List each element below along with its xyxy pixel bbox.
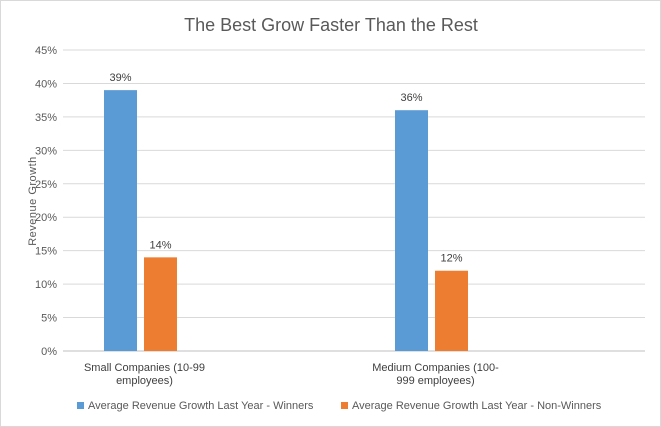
y-axis-ticks: 0% 5% 10% 15% 20% 25% 30% 35% 40% 45% [35, 45, 57, 358]
data-labels: 39% 14% 36% 12% [109, 72, 462, 265]
data-label: 14% [149, 239, 171, 251]
chart-title: The Best Grow Faster Than the Rest [184, 15, 478, 35]
y-tick-label: 5% [41, 313, 57, 325]
category-label: 999 employees) [396, 375, 474, 387]
y-tick-label: 0% [41, 346, 57, 358]
data-label: 36% [400, 92, 422, 104]
bar-winners-1 [395, 110, 428, 351]
legend-swatch [77, 402, 84, 409]
y-tick-label: 25% [35, 179, 57, 191]
category-label: Small Companies (10-99 [84, 362, 205, 374]
y-tick-label: 40% [35, 78, 57, 90]
bar-non-winners-1 [435, 270, 468, 351]
y-axis-label: Revenue Growth [27, 156, 39, 246]
category-label: Medium Companies (100- [372, 362, 499, 374]
y-tick-label: 15% [35, 246, 57, 258]
data-label: 39% [109, 72, 131, 84]
legend-swatch [341, 402, 348, 409]
bar-non-winners-0 [144, 257, 177, 351]
y-tick-label: 30% [35, 145, 57, 157]
y-tick-label: 35% [35, 112, 57, 124]
y-tick-label: 10% [35, 279, 57, 291]
data-label: 12% [440, 253, 462, 265]
legend-entry: Average Revenue Growth Last Year - Winne… [88, 400, 314, 412]
category-label: employees) [116, 375, 173, 387]
legend: Average Revenue Growth Last Year - Winne… [77, 400, 602, 412]
legend-entry: Average Revenue Growth Last Year - Non-W… [352, 400, 602, 412]
bar-winners-0 [104, 90, 137, 351]
y-tick-label: 20% [35, 212, 57, 224]
bars [104, 90, 468, 351]
y-tick-label: 45% [35, 45, 57, 57]
